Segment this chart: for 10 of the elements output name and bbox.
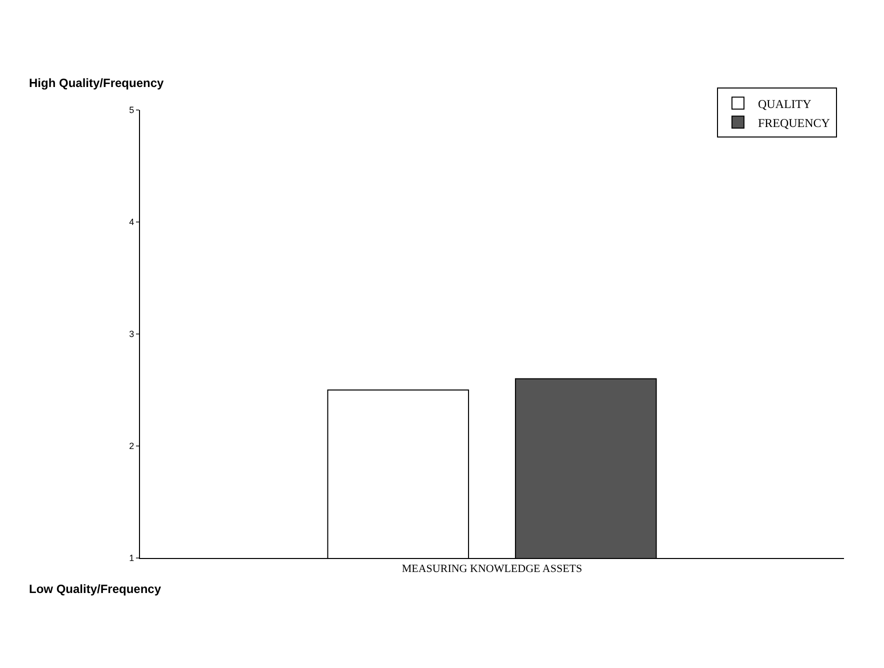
x-tick-label: MEASURING KNOWLEDGE ASSETS (402, 563, 582, 576)
y-tick-label: 3 (129, 329, 134, 340)
y-tick-label: 5 (129, 105, 134, 116)
text: High Quality/Frequency (29, 76, 164, 90)
text: Low Quality/Frequency (29, 582, 162, 596)
y-tick-label: 1 (129, 553, 134, 564)
y-tick-label: 4 (129, 217, 134, 228)
y-tick-label: 2 (129, 441, 134, 452)
legend-label: QUALITY (758, 96, 812, 111)
legend-label: FREQUENCY (758, 116, 830, 130)
